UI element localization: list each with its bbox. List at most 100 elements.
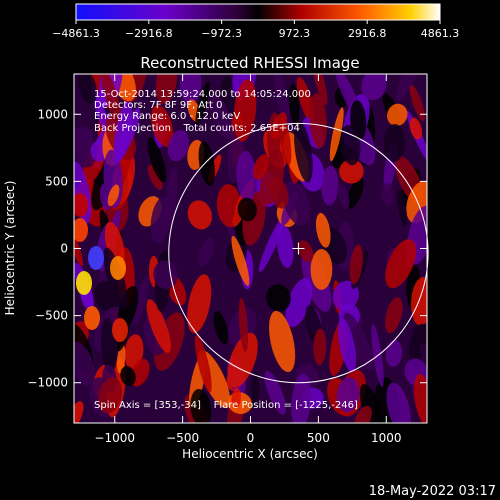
texture-blob bbox=[74, 128, 97, 168]
texture-blob bbox=[100, 74, 123, 126]
texture-blob bbox=[269, 310, 296, 373]
x-tick-labels: −1000 −500 0 500 1000 bbox=[94, 431, 401, 445]
sun-center-marker bbox=[292, 242, 305, 255]
texture-blob bbox=[147, 137, 167, 183]
texture-blob bbox=[150, 196, 172, 244]
texture-blob bbox=[107, 184, 120, 207]
texture-blob bbox=[266, 284, 291, 312]
texture-blob bbox=[198, 141, 215, 186]
colorbar-tick-label: −972.3 bbox=[201, 27, 242, 40]
texture-blob bbox=[312, 74, 328, 106]
texture-blob bbox=[279, 117, 292, 166]
texture-blob bbox=[213, 311, 229, 345]
texture-blob bbox=[258, 215, 285, 273]
colorbar-tick-label: 2916.8 bbox=[348, 27, 387, 40]
texture-blob bbox=[383, 123, 406, 162]
hot-spot bbox=[76, 271, 92, 295]
texture-blob bbox=[337, 318, 357, 373]
texture-blob bbox=[409, 117, 423, 140]
texture-blob bbox=[310, 248, 333, 290]
colorbar-tick-label: −4861.3 bbox=[52, 27, 100, 40]
x-tick-label: 0 bbox=[247, 431, 255, 445]
texture-blob bbox=[361, 74, 387, 101]
annotation-spin-flare: Spin Axis = [353,-34] Flare Position = [… bbox=[94, 400, 358, 411]
texture-blob bbox=[315, 212, 331, 248]
texture-blob bbox=[337, 184, 350, 209]
texture-blob bbox=[385, 340, 403, 367]
texture-blob bbox=[132, 275, 150, 325]
texture-blob bbox=[413, 373, 427, 423]
hot-spot bbox=[88, 246, 104, 270]
texture-blob bbox=[238, 297, 249, 352]
texture-blob bbox=[251, 370, 260, 409]
colorbar bbox=[75, 3, 441, 21]
x-tick-label: 1000 bbox=[371, 431, 402, 445]
texture-blob bbox=[397, 189, 408, 227]
texture-blob bbox=[346, 177, 364, 209]
texture-blob bbox=[98, 377, 123, 414]
texture-blob bbox=[385, 239, 417, 289]
y-axis-label: Heliocentric Y (arcsec) bbox=[3, 181, 17, 316]
texture-blob bbox=[74, 341, 95, 387]
texture-blob bbox=[179, 74, 202, 104]
texture-blob bbox=[167, 130, 189, 162]
x-tick-label: −500 bbox=[166, 431, 199, 445]
texture-blob bbox=[339, 159, 364, 184]
texture-blob bbox=[237, 197, 257, 222]
texture-blob bbox=[385, 297, 403, 334]
y-tick-label: −500 bbox=[35, 309, 68, 323]
texture-blob bbox=[340, 124, 361, 166]
colorbar-tick-label: 972.3 bbox=[279, 27, 311, 40]
texture-blob bbox=[74, 401, 84, 423]
texture-blob bbox=[349, 244, 363, 285]
texture-blob bbox=[354, 405, 372, 423]
hot-spot bbox=[74, 193, 88, 217]
texture-blob bbox=[329, 107, 344, 162]
x-tick-label: 500 bbox=[307, 431, 330, 445]
axis-ticks bbox=[74, 74, 427, 423]
texture-blob bbox=[309, 93, 327, 149]
texture-blob bbox=[268, 176, 289, 209]
y-tick-label: −1000 bbox=[27, 376, 68, 390]
x-axis-label: Heliocentric X (arcsec) bbox=[182, 447, 318, 461]
hot-spot bbox=[74, 218, 88, 242]
texture-blob bbox=[321, 165, 339, 206]
texture-blob bbox=[194, 334, 212, 393]
texture-blob bbox=[336, 377, 360, 413]
timestamp: 18-May-2022 03:17 bbox=[369, 484, 496, 499]
heatmap-image bbox=[74, 74, 427, 423]
x-tick-label: −1000 bbox=[94, 431, 135, 445]
texture-blob bbox=[264, 370, 287, 415]
texture-blob bbox=[210, 95, 233, 139]
texture-blob bbox=[190, 388, 212, 423]
texture-blob bbox=[236, 150, 257, 203]
texture-blob bbox=[411, 277, 427, 326]
texture-blob bbox=[277, 225, 294, 268]
texture-blob bbox=[253, 154, 269, 180]
texture-blob bbox=[387, 103, 408, 127]
texture-blob bbox=[412, 323, 427, 346]
texture-blob bbox=[233, 79, 257, 142]
solar-disk-circle bbox=[168, 122, 429, 384]
texture-blob bbox=[120, 366, 136, 387]
texture-blob bbox=[409, 84, 425, 122]
annotation-energy-range: Energy Range: 6.0 - 12.0 keV bbox=[94, 111, 240, 122]
texture-blob bbox=[187, 200, 213, 230]
hot-spot bbox=[84, 306, 100, 330]
texture-blob bbox=[195, 81, 210, 126]
texture-blob bbox=[282, 181, 311, 226]
texture-blob bbox=[151, 105, 174, 147]
texture-blob bbox=[116, 344, 126, 374]
texture-blob bbox=[155, 74, 178, 105]
annotation-method-counts: Back Projection Total counts: 2.65E+04 bbox=[94, 123, 300, 134]
texture-blob bbox=[274, 74, 290, 126]
texture-blob bbox=[187, 274, 212, 334]
texture-blob bbox=[289, 83, 300, 125]
texture-blob bbox=[396, 74, 423, 101]
annotation-detectors: Detectors: 7F 8F 9F, Att 0 bbox=[94, 100, 222, 111]
texture-blob bbox=[291, 373, 312, 423]
texture-blob bbox=[113, 101, 133, 161]
annotation-time-range: 15-Oct-2014 13:59:24.000 to 14:05:24.000 bbox=[94, 89, 311, 100]
texture-blob bbox=[77, 74, 97, 105]
texture-blob bbox=[343, 312, 374, 372]
